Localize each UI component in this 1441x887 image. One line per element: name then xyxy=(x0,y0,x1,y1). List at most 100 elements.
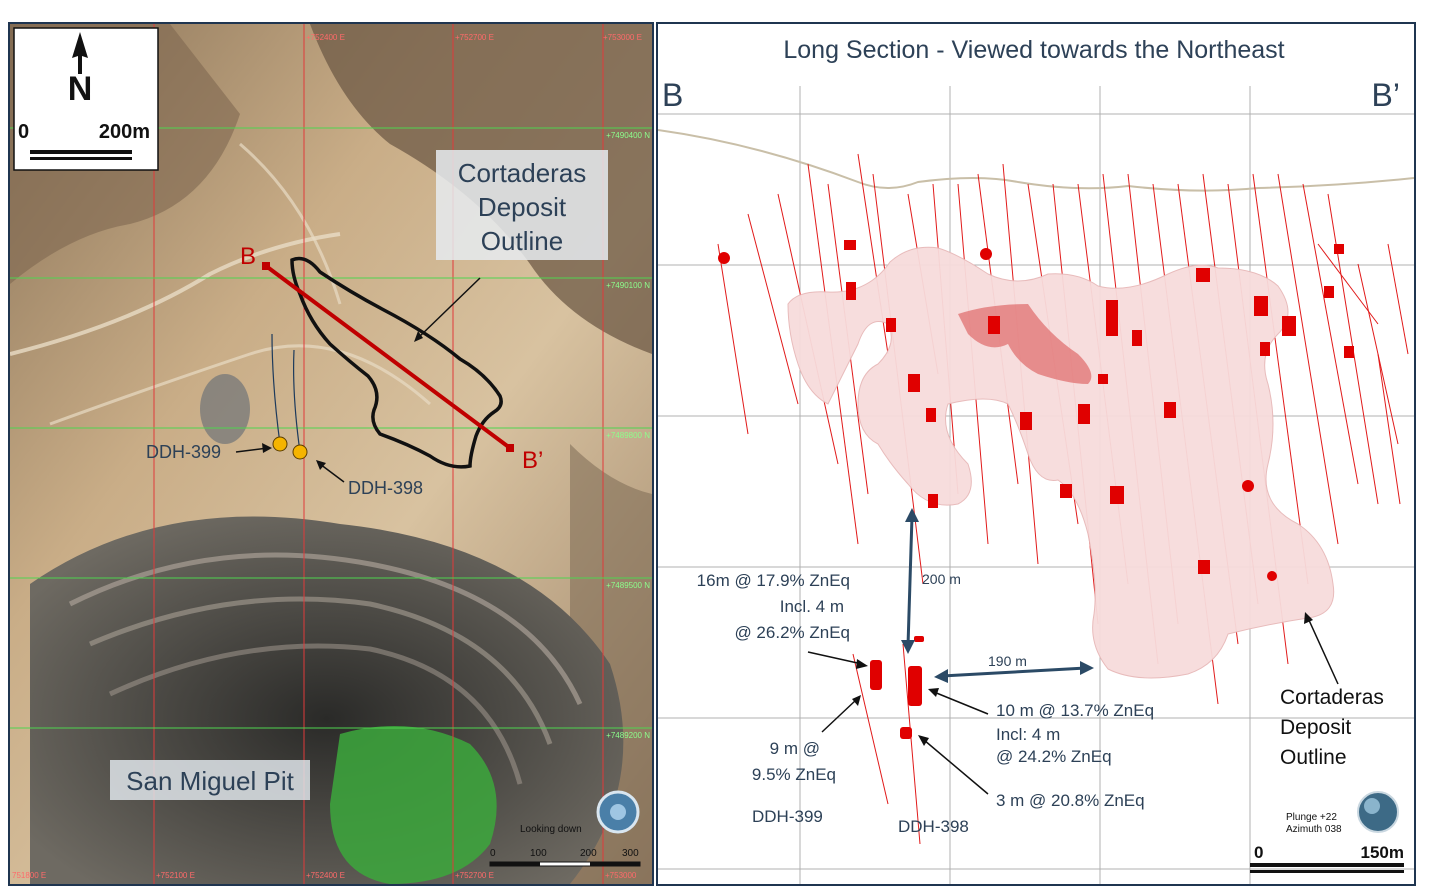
deposit-solid xyxy=(787,246,1335,679)
scale-bar xyxy=(1250,863,1404,867)
north-arrow-icon xyxy=(72,32,88,74)
arrowhead-icon xyxy=(928,688,939,697)
intercept-marker xyxy=(1078,404,1090,424)
section-corner-right: B’ xyxy=(1372,77,1400,113)
intercept-marker xyxy=(988,316,1000,334)
haul-road xyxy=(10,232,341,356)
arrowhead-icon xyxy=(1080,661,1094,675)
drill-trace-399 xyxy=(852,653,889,805)
intercept-marker xyxy=(1267,571,1277,581)
grid-label-north: +7489200 N xyxy=(606,731,650,740)
section-title: Long Section - Viewed towards the Northe… xyxy=(783,36,1284,64)
arrowhead-icon xyxy=(316,460,326,470)
globe-icon xyxy=(610,804,626,820)
north-arrow-scale-box: N 0 200m xyxy=(13,27,159,171)
bar-scale-tick: 300 xyxy=(622,848,639,859)
plan-map: +752400 E +752700 E +753000 E +7490400 N… xyxy=(10,24,652,884)
intercept-398-line: @ 24.2% ZnEq xyxy=(996,747,1112,766)
logo-icon xyxy=(1357,791,1399,833)
callout-line xyxy=(1307,617,1339,685)
section-end-marker xyxy=(262,262,270,270)
drill-trace xyxy=(747,213,799,405)
intercept-marker xyxy=(1324,286,1334,298)
hole-label-399: DDH-399 xyxy=(752,807,823,826)
distance-label-vertical: 200 m xyxy=(922,571,961,587)
intercept-ddh-398-lower xyxy=(900,727,912,739)
intercept-398-lower: 3 m @ 20.8% ZnEq xyxy=(996,791,1145,810)
arrowhead-icon xyxy=(905,508,919,522)
hole-trace-399 xyxy=(271,333,281,445)
intercept-marker xyxy=(1198,560,1210,574)
label-background xyxy=(110,760,310,800)
drill-trace xyxy=(717,243,749,435)
intercept-ddh-399 xyxy=(870,660,882,690)
deposit-label-plan: Cortaderas Deposit Outline xyxy=(436,150,608,260)
topography-line xyxy=(658,129,1414,192)
intercept-marker xyxy=(928,494,938,508)
intercept-marker xyxy=(718,252,730,264)
intercept-marker xyxy=(886,318,896,332)
scale-end-label: 200m xyxy=(99,121,150,143)
section-line xyxy=(264,264,512,450)
arrowhead-icon xyxy=(901,640,915,654)
drill-intercepts xyxy=(718,240,1354,581)
intercept-marker xyxy=(846,282,856,300)
callout-line xyxy=(821,699,857,733)
grid-label-north: +7489800 N xyxy=(606,431,650,440)
drill-trace xyxy=(1317,243,1379,325)
grid-label-east: +753000 E xyxy=(603,33,642,42)
intercept-marker xyxy=(926,408,936,422)
scale-end-label: 150m xyxy=(1361,843,1404,862)
pit-label: San Miguel Pit xyxy=(126,766,294,796)
tailings-pond xyxy=(200,374,250,444)
hole-label-399: DDH-399 xyxy=(146,442,221,462)
new-hole-intercepts xyxy=(870,636,924,739)
hole-pointer xyxy=(319,463,345,483)
horizontal-distance-arrow xyxy=(941,666,1087,678)
bar-scale-bar xyxy=(490,862,540,866)
section-end-marker xyxy=(506,444,514,452)
drill-trace xyxy=(1387,243,1409,355)
callout-line xyxy=(923,739,989,795)
grid-label-east: +752700 E xyxy=(455,33,494,42)
bar-scale-tick: 100 xyxy=(530,848,547,859)
drill-traces xyxy=(717,153,1409,845)
dimension-arrows xyxy=(906,515,1087,678)
bar-scale-tick: 200 xyxy=(580,848,597,859)
intercept-399-lower: 9 m @ xyxy=(770,739,820,758)
intercept-marker xyxy=(1344,346,1354,358)
intercept-marker xyxy=(1196,268,1210,282)
intercept-399-line: Incl. 4 m xyxy=(780,597,844,616)
intercept-398-line: Incl: 4 m xyxy=(996,725,1060,744)
grid-label-east: +752700 E xyxy=(455,871,494,880)
collar-ddh-398 xyxy=(292,444,308,460)
hole-trace-398 xyxy=(293,349,301,453)
deposit-pointer-line xyxy=(417,277,481,339)
arrowhead-icon xyxy=(852,695,861,706)
section-scale: 0 150m xyxy=(1250,843,1404,873)
hole-label-398: DDH-398 xyxy=(898,817,969,836)
drill-trace xyxy=(1377,353,1401,505)
section-end-label: B’ xyxy=(522,447,543,474)
bar-scale: 0 100 200 300 xyxy=(489,848,641,867)
drill-trace xyxy=(1302,183,1359,485)
deposit-label-line: Cortaderas xyxy=(458,158,587,188)
intercept-marker xyxy=(1106,300,1118,336)
callout-line xyxy=(933,691,989,715)
arrowhead-icon xyxy=(918,735,929,746)
arrowhead-icon xyxy=(934,669,948,683)
intercept-marker xyxy=(914,636,924,642)
deposit-outline-plan xyxy=(290,256,503,469)
arrowhead-icon xyxy=(262,443,272,453)
scale-bar xyxy=(30,150,132,154)
intercept-marker xyxy=(1282,316,1296,336)
section-start-label: B xyxy=(240,243,256,270)
intercept-ddh-398 xyxy=(908,666,922,706)
hole-label-398: DDH-398 xyxy=(348,478,423,498)
grid-label-north: +7489500 N xyxy=(606,581,650,590)
grid-label-east: 751800 E xyxy=(12,871,46,880)
pit-lake xyxy=(330,726,497,884)
haul-road xyxy=(49,344,431,426)
pit-bench xyxy=(108,643,523,785)
arrowhead-icon xyxy=(1304,612,1313,624)
